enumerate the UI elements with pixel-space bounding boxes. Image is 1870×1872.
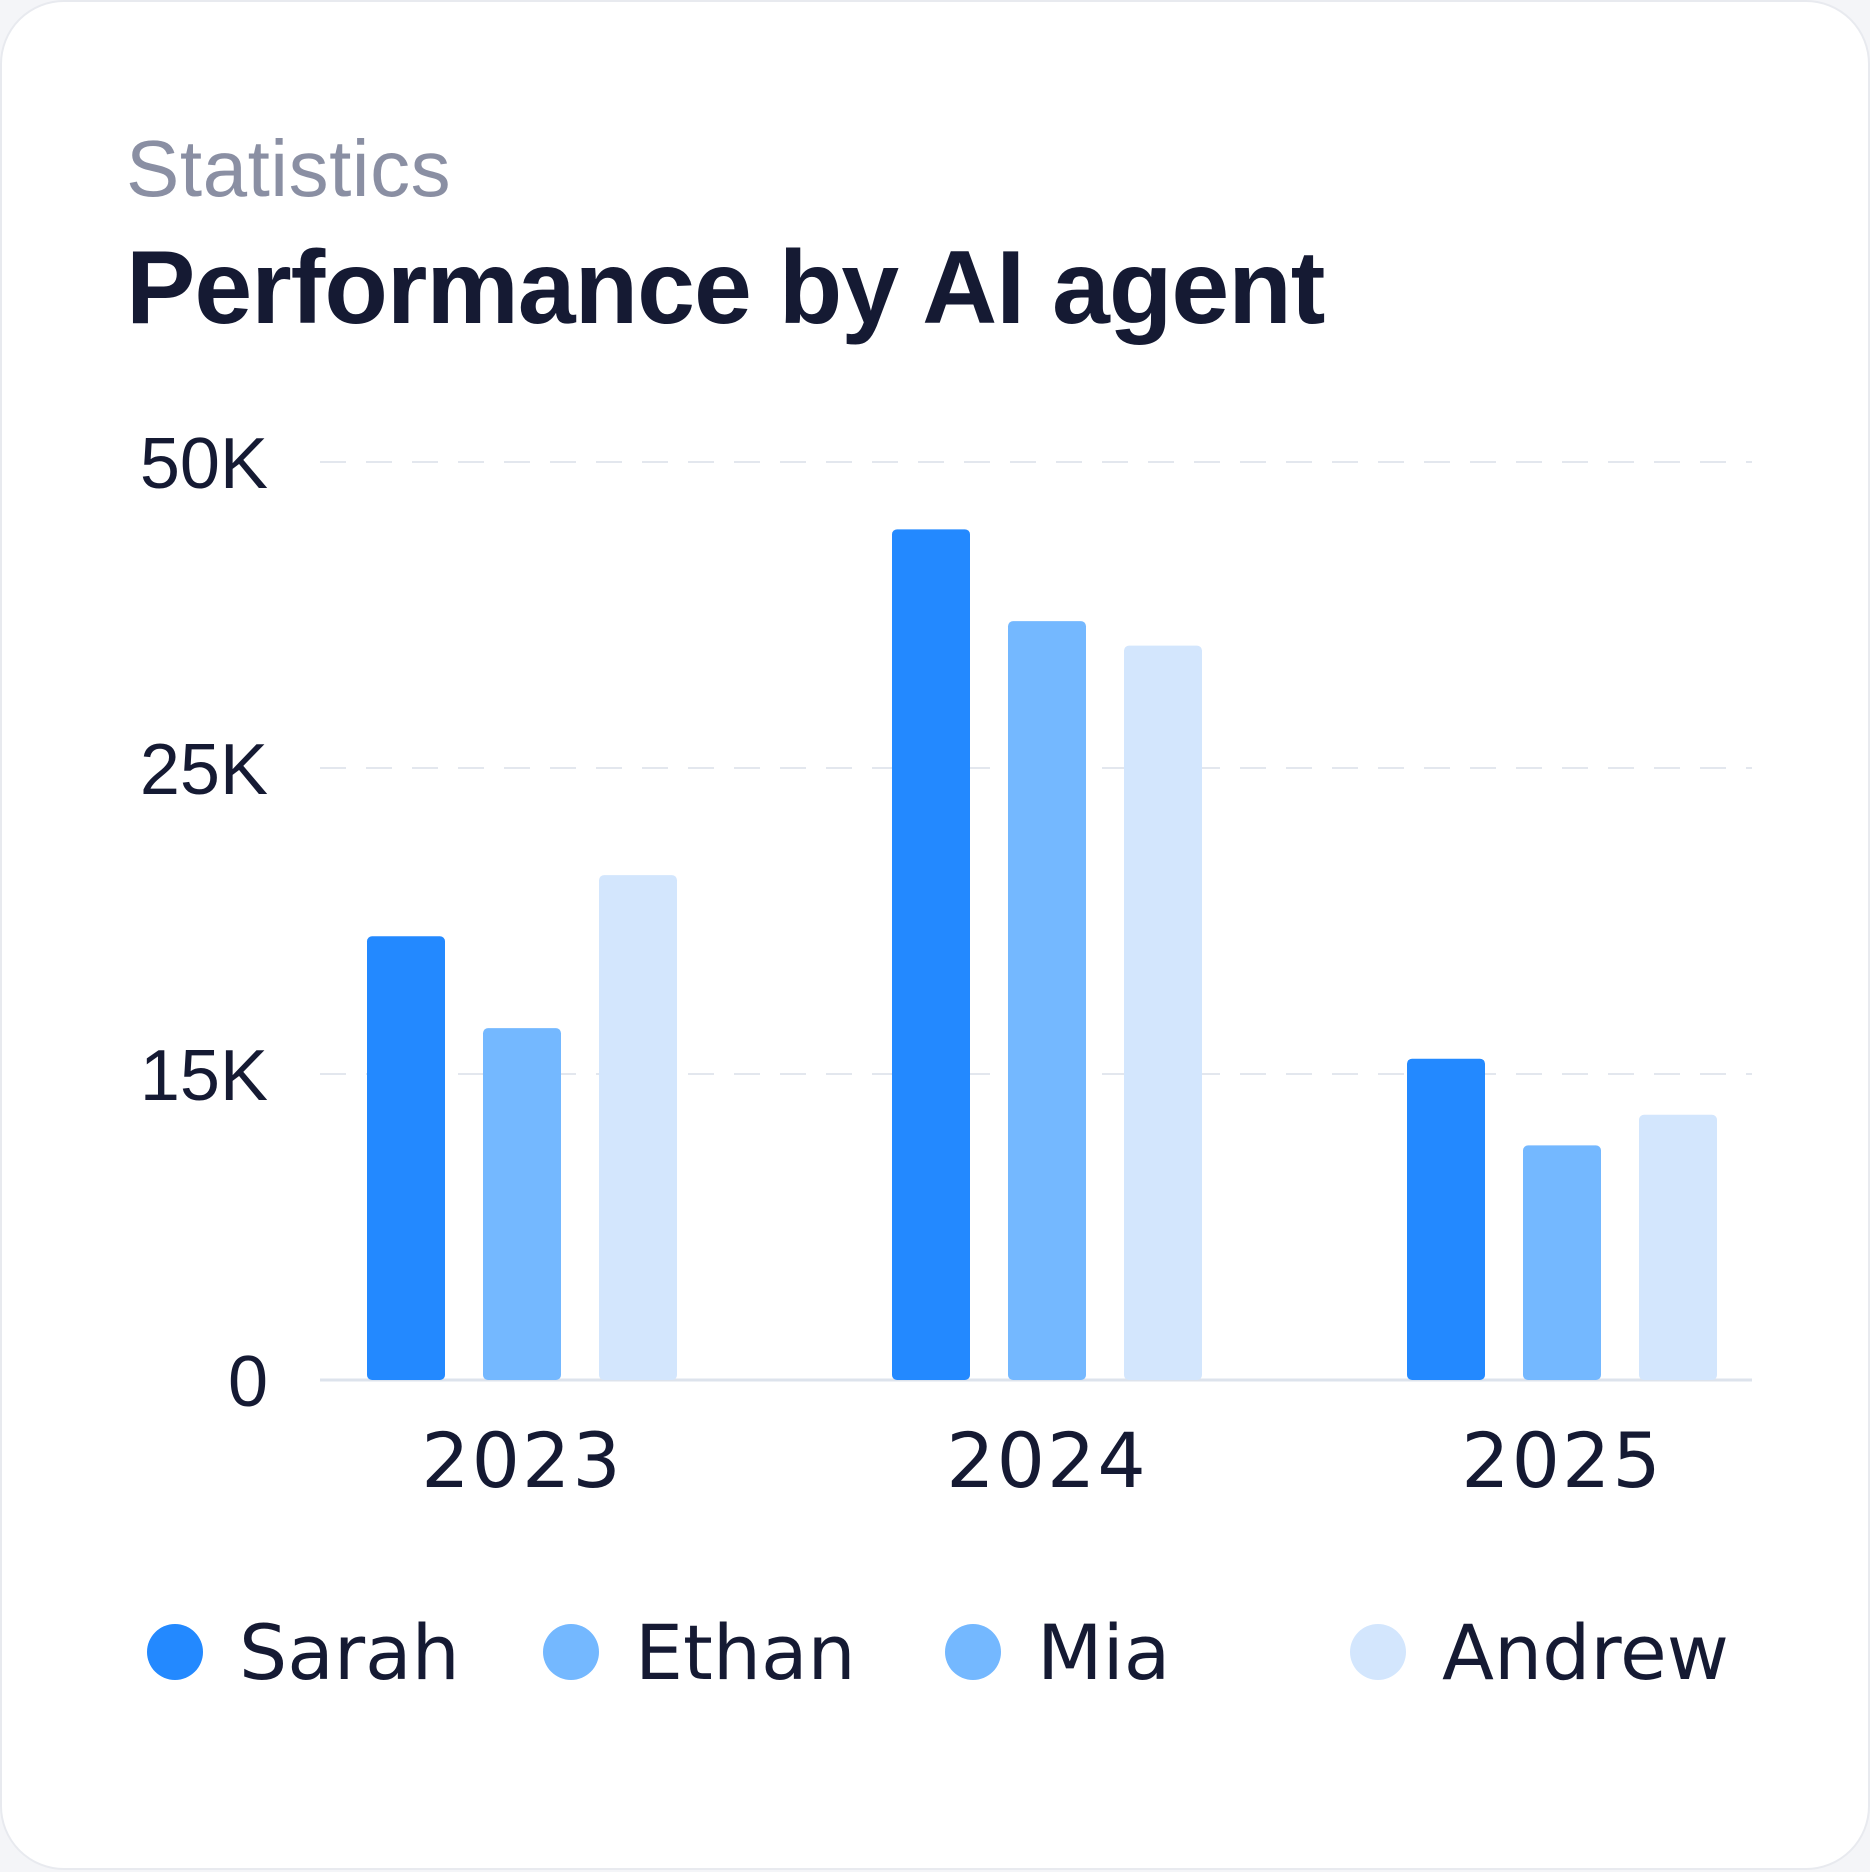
legend-item-ethan[interactable]: Ethan xyxy=(543,1602,856,1702)
y-tick-label: 25K xyxy=(140,730,268,810)
card-eyebrow: Statistics xyxy=(126,124,452,213)
legend-label-sarah: Sarah xyxy=(239,1607,460,1697)
x-tick-label-2023: 2023 xyxy=(421,1416,622,1505)
legend: Sarah Ethan Mia Andrew xyxy=(2,1602,1870,1702)
legend-label-andrew: Andrew xyxy=(1442,1607,1729,1697)
legend-dot-andrew xyxy=(1350,1624,1406,1680)
x-axis-ticks: 2023 2024 2025 xyxy=(421,1416,1662,1505)
chart-title: Performance by AI agent xyxy=(126,230,1325,346)
legend-item-andrew[interactable]: Andrew xyxy=(1350,1602,1729,1702)
legend-dot-mia xyxy=(945,1624,1001,1680)
x-tick-label-2025: 2025 xyxy=(1461,1416,1662,1505)
bar-andrew-2023[interactable] xyxy=(599,875,677,1380)
bars xyxy=(367,529,1717,1380)
bar-sarah-2025[interactable] xyxy=(1407,1058,1485,1380)
legend-item-mia[interactable]: Mia xyxy=(945,1602,1170,1702)
legend-dot-sarah xyxy=(147,1624,203,1680)
bar-sarah-2023[interactable] xyxy=(367,936,445,1380)
y-tick-label: 0 xyxy=(228,1342,268,1422)
bar-ethan-2024[interactable] xyxy=(1008,621,1086,1380)
y-tick-label: 50K xyxy=(140,424,268,504)
legend-item-sarah[interactable]: Sarah xyxy=(147,1602,460,1702)
legend-label-mia: Mia xyxy=(1037,1607,1171,1697)
bar-ethan-2025[interactable] xyxy=(1523,1145,1601,1380)
bar-andrew-2025[interactable] xyxy=(1639,1114,1717,1380)
bar-sarah-2024[interactable] xyxy=(892,529,970,1380)
x-tick-label-2024: 2024 xyxy=(946,1416,1147,1505)
y-axis-ticks: 0 15K 25K 50K xyxy=(140,424,268,1422)
bar-ethan-2023[interactable] xyxy=(483,1028,561,1380)
legend-dot-ethan xyxy=(543,1624,599,1680)
legend-label-ethan: Ethan xyxy=(635,1607,856,1697)
y-tick-label: 15K xyxy=(140,1036,268,1116)
bar-andrew-2024[interactable] xyxy=(1124,645,1202,1380)
